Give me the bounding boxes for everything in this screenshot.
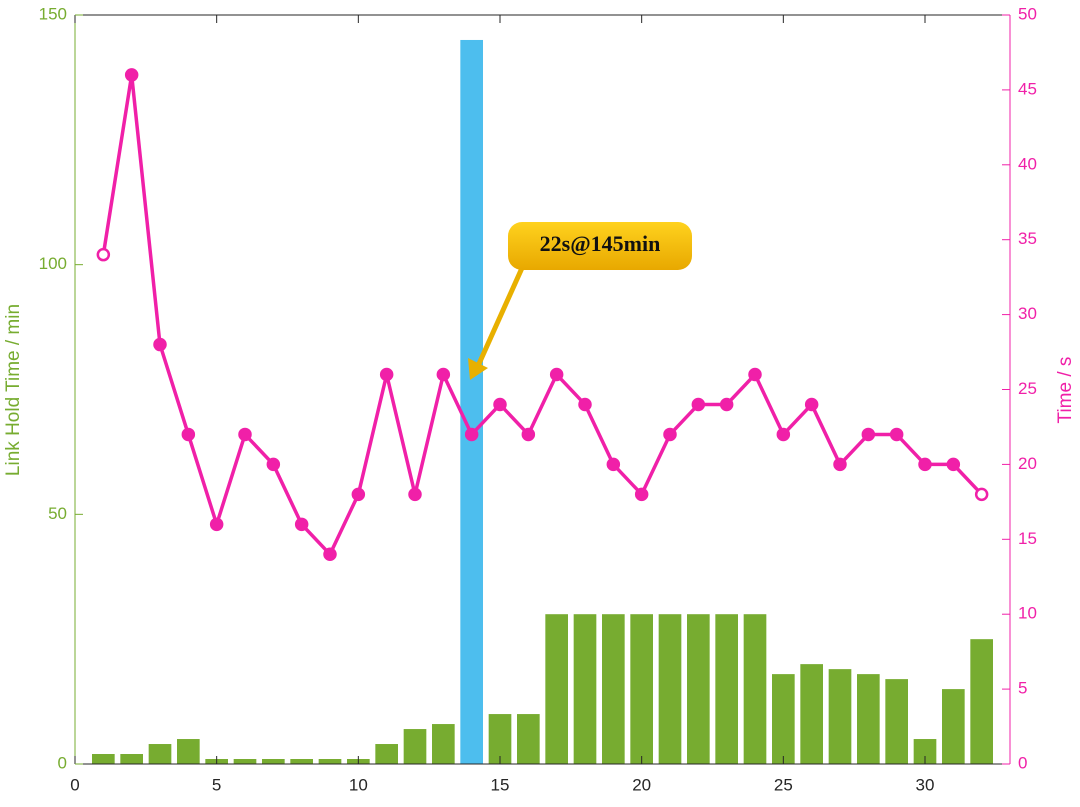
y-tick-label: 100 (39, 254, 67, 273)
bar (460, 39, 483, 764)
bar (913, 739, 937, 764)
y2-tick-label: 35 (1018, 229, 1037, 248)
marker (719, 397, 734, 412)
bar (687, 614, 710, 764)
bar (828, 669, 852, 764)
bar (658, 614, 682, 764)
bar (318, 759, 342, 764)
marker (493, 397, 507, 412)
bar (92, 754, 115, 764)
bar (375, 744, 398, 764)
bar (290, 759, 313, 764)
marker (323, 547, 337, 562)
marker (209, 517, 224, 532)
marker (181, 427, 196, 442)
x-tick-label: 25 (774, 775, 793, 794)
annotation-arrowhead (468, 358, 488, 380)
y2-tick-label: 5 (1018, 679, 1027, 698)
bar (800, 664, 823, 764)
marker (918, 457, 932, 472)
bar (517, 714, 540, 764)
annotation: 22s@145min (540, 231, 661, 256)
bar (148, 744, 172, 764)
bar (488, 714, 512, 764)
marker (634, 487, 649, 502)
y-tick-label: 0 (58, 753, 67, 772)
marker (691, 397, 706, 412)
bar (970, 639, 993, 764)
annotation-arrow (475, 266, 525, 368)
marker (408, 487, 422, 502)
y-tick-label: 50 (48, 504, 67, 523)
bar (545, 614, 568, 764)
y2-tick-label: 30 (1018, 304, 1037, 323)
marker (266, 457, 281, 472)
marker (124, 68, 139, 82)
marker (974, 487, 989, 502)
marker (861, 427, 876, 442)
bar (715, 614, 738, 764)
x-tick-label: 0 (70, 775, 79, 794)
bar (233, 759, 257, 764)
y2-tick-label: 15 (1018, 529, 1037, 548)
bar (885, 679, 908, 764)
x-tick-label: 15 (491, 775, 510, 794)
bar (262, 759, 285, 764)
marker (436, 367, 451, 382)
marker (776, 427, 791, 442)
y-tick-label: 150 (39, 4, 67, 23)
bar (177, 739, 200, 764)
marker (96, 247, 111, 262)
annotation-box (508, 222, 692, 270)
bar (573, 614, 597, 764)
bar (432, 724, 455, 764)
bar (772, 674, 795, 764)
bar (120, 754, 143, 764)
bar (403, 729, 427, 764)
y2-tick-label: 50 (1018, 4, 1037, 23)
marker (833, 457, 847, 472)
y2-tick-label: 45 (1018, 79, 1037, 98)
marker (663, 427, 677, 442)
marker (464, 427, 479, 442)
marker (351, 487, 366, 502)
y2-axis-label: Time / s (1055, 357, 1076, 424)
line (101, 74, 983, 558)
marker (521, 427, 536, 442)
marker (748, 367, 762, 382)
x-tick-label: 20 (632, 775, 651, 794)
y2-tick-label: 25 (1018, 379, 1037, 398)
marker (889, 427, 904, 442)
bar (630, 614, 653, 764)
bar (942, 689, 965, 764)
bar (857, 674, 880, 764)
x-tick-label: 10 (349, 775, 368, 794)
bar (602, 614, 625, 764)
marker (606, 457, 621, 472)
marker (238, 427, 252, 442)
x-tick-label: 5 (212, 775, 221, 794)
marker (294, 517, 309, 532)
marker (549, 367, 564, 382)
marker (946, 457, 961, 472)
y2-tick-label: 20 (1018, 454, 1037, 473)
y-axis-label: Link Hold Time / min (3, 304, 24, 476)
y2-tick-label: 10 (1018, 604, 1037, 623)
marker (153, 337, 167, 352)
x-tick-label: 30 (916, 775, 935, 794)
marker (379, 367, 394, 382)
bar (743, 614, 767, 764)
marker (578, 397, 592, 412)
y2-tick-label: 0 (1018, 753, 1027, 772)
marker (804, 397, 819, 412)
y2-tick-label: 40 (1018, 154, 1037, 173)
